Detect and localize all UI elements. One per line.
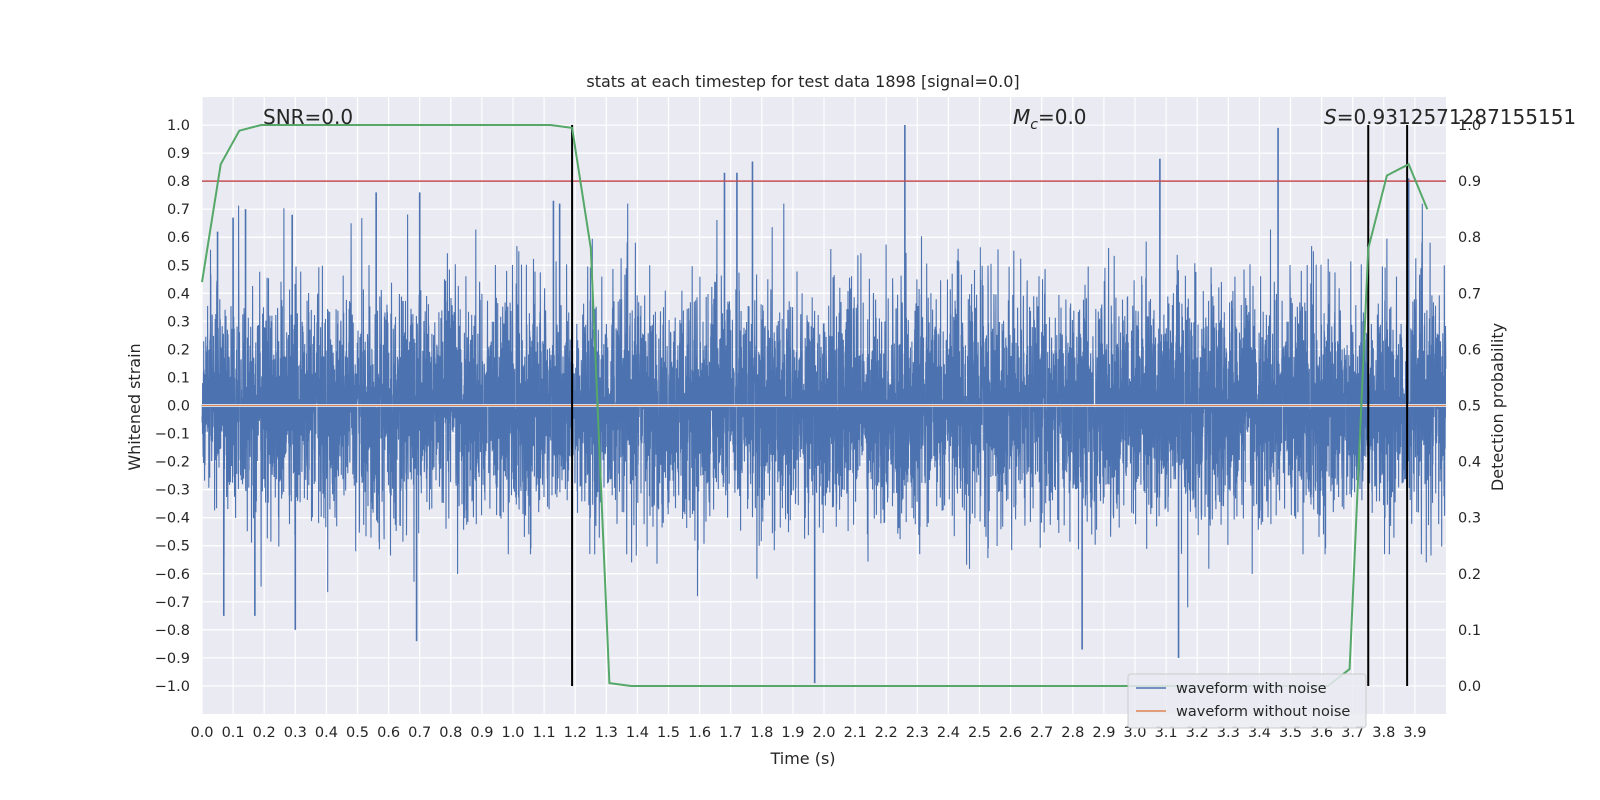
x-axis-ticks: 0.0 0.1 0.2 0.3 0.4 0.5 0.6 0.7 0.8 0.9 1.0 1.1 1.2 1… <box>190 725 1426 741</box>
x-tick-label: 1.0 <box>501 725 524 741</box>
y2-tick-label: 0.0 <box>1458 679 1481 695</box>
x-tick-label: 1.4 <box>626 725 649 741</box>
x-tick-label: 3.3 <box>1217 725 1240 741</box>
x-tick-label: 2.6 <box>999 725 1022 741</box>
x-tick-label: 1.7 <box>719 725 742 741</box>
y-tick-label: −0.9 <box>155 651 190 667</box>
x-tick-label: 0.4 <box>315 725 338 741</box>
x-tick-label: 0.1 <box>222 725 245 741</box>
x-tick-label: 0.5 <box>346 725 369 741</box>
y-tick-label: −0.4 <box>155 511 190 527</box>
y-tick-label: 0.6 <box>167 230 190 246</box>
x-tick-label: 2.1 <box>844 725 867 741</box>
y2-tick-label: 0.7 <box>1458 286 1481 302</box>
x-tick-label: 2.5 <box>968 725 991 741</box>
y-tick-label: −1.0 <box>155 679 190 695</box>
x-tick-label: 1.3 <box>595 725 618 741</box>
y-tick-label: −0.8 <box>155 623 190 639</box>
x-tick-label: 0.8 <box>439 725 462 741</box>
x-tick-label: 0.6 <box>377 725 400 741</box>
x-tick-label: 0.3 <box>284 725 307 741</box>
x-tick-label: 0.0 <box>190 725 213 741</box>
chart-title: stats at each timestep for test data 189… <box>586 72 1019 91</box>
x-tick-label: 0.7 <box>408 725 431 741</box>
y2-tick-label: 0.8 <box>1458 230 1481 246</box>
x-tick-label: 2.0 <box>812 725 835 741</box>
x-tick-label: 1.1 <box>533 725 556 741</box>
y-tick-label: −0.5 <box>155 539 190 555</box>
y2-tick-label: 0.3 <box>1458 511 1481 527</box>
x-tick-label: 2.2 <box>875 725 898 741</box>
legend-label-clean: waveform without noise <box>1176 704 1350 720</box>
x-tick-label: 1.2 <box>564 725 587 741</box>
y-axis-ticks: 1.0 0.9 0.8 0.7 0.6 0.5 0.4 0.3 0.2 0.1 0.0 −0.1 −0.… <box>155 118 190 695</box>
chirp-mass-annotation: Mc=0.0 <box>1013 105 1087 133</box>
legend-box <box>1127 673 1367 729</box>
x-tick-label: 3.1 <box>1155 725 1178 741</box>
y-tick-label: 0.1 <box>167 370 190 386</box>
y-tick-label: 0.0 <box>167 399 190 415</box>
y2-tick-label: 0.9 <box>1458 174 1481 190</box>
score-symbol: S <box>1324 105 1337 129</box>
y-tick-label: 0.7 <box>167 202 190 218</box>
x-tick-label: 3.6 <box>1310 725 1333 741</box>
x-tick-label: 2.3 <box>906 725 929 741</box>
snr-annotation: SNR=0.0 <box>263 105 353 129</box>
chirp-mass-subscript: c <box>1030 117 1038 133</box>
y-tick-label: −0.7 <box>155 595 190 611</box>
x-tick-label: 1.9 <box>781 725 804 741</box>
chirp-mass-value: =0.0 <box>1038 105 1087 129</box>
y-tick-label: 0.8 <box>167 174 190 190</box>
y-axis-label: Whitened strain <box>125 343 144 470</box>
legend: waveform with noise waveform without noi… <box>1127 673 1367 729</box>
x-tick-label: 3.2 <box>1186 725 1209 741</box>
x-tick-label: 3.0 <box>1123 725 1146 741</box>
x-tick-label: 1.8 <box>750 725 773 741</box>
x-tick-label: 1.5 <box>657 725 680 741</box>
series-waveform-with-noise <box>201 203 1447 608</box>
y-tick-label: 0.3 <box>167 314 190 330</box>
score-annotation: S=0.9312571287155151 <box>1324 105 1576 129</box>
y-tick-label: 0.9 <box>167 146 190 162</box>
x-axis-label: Time (s) <box>769 749 835 768</box>
y2-axis-ticks: 1.0 0.9 0.8 0.7 0.6 0.5 0.4 0.3 0.2 0.1 0.0 <box>1458 118 1481 695</box>
y2-tick-label: 0.4 <box>1458 455 1481 471</box>
x-tick-label: 1.6 <box>688 725 711 741</box>
x-tick-label: 2.9 <box>1092 725 1115 741</box>
x-tick-label: 3.8 <box>1372 725 1395 741</box>
chirp-mass-symbol: M <box>1013 105 1030 129</box>
y-tick-label: −0.3 <box>155 483 190 499</box>
y-tick-label: 0.2 <box>167 342 190 358</box>
x-tick-label: 2.7 <box>1030 725 1053 741</box>
score-value: =0.9312571287155151 <box>1337 105 1576 129</box>
x-tick-label: 3.5 <box>1279 725 1302 741</box>
y-tick-label: −0.2 <box>155 455 190 471</box>
y2-tick-label: 0.2 <box>1458 567 1481 583</box>
x-tick-label: 3.9 <box>1403 725 1426 741</box>
y2-axis-label: Detection probability <box>1488 323 1507 491</box>
y-tick-label: 0.5 <box>167 258 190 274</box>
y2-tick-label: 0.1 <box>1458 623 1481 639</box>
y2-tick-label: 0.6 <box>1458 342 1481 358</box>
x-tick-label: 2.8 <box>1061 725 1084 741</box>
y2-tick-label: 0.5 <box>1458 399 1481 415</box>
y-tick-label: −0.1 <box>155 427 190 443</box>
y-tick-label: 1.0 <box>167 118 190 134</box>
y-tick-label: 0.4 <box>167 286 190 302</box>
x-tick-label: 2.4 <box>937 725 960 741</box>
y2-tick-label: 1.0 <box>1458 118 1481 134</box>
x-tick-label: 3.4 <box>1248 725 1271 741</box>
x-tick-label: 0.9 <box>470 725 493 741</box>
x-tick-label: 3.7 <box>1341 725 1364 741</box>
y-tick-label: −0.6 <box>155 567 190 583</box>
x-tick-label: 0.2 <box>253 725 276 741</box>
legend-label-noise: waveform with noise <box>1176 681 1327 697</box>
